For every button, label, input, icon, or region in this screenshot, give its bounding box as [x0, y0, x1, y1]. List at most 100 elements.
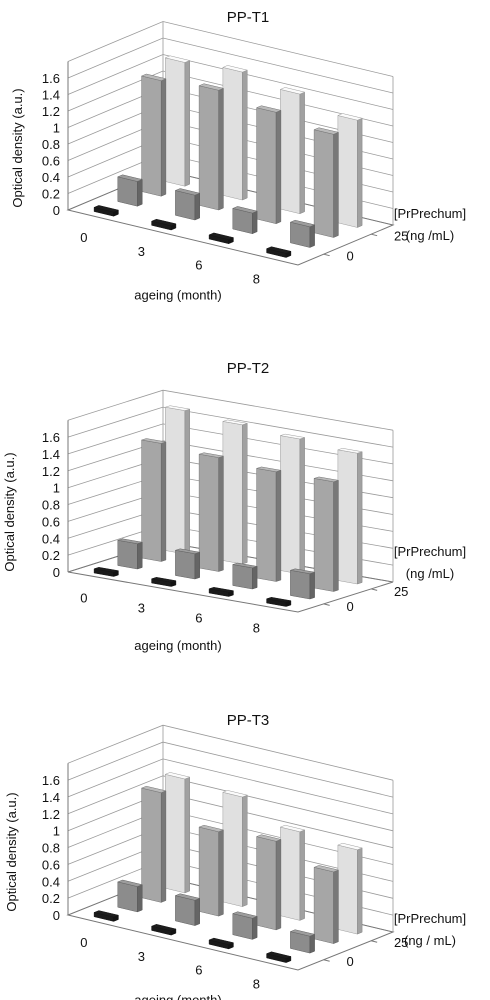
bar-top: [265, 951, 292, 959]
z-axis-label-line2: (ng / mL): [404, 933, 456, 948]
bar-side: [184, 776, 190, 894]
bar-0-s4: [164, 55, 191, 187]
bar-front: [175, 550, 196, 580]
bar-side: [275, 109, 282, 225]
bar-top: [265, 246, 292, 254]
bar-top: [141, 438, 166, 444]
bar-front: [222, 67, 243, 201]
bar-side: [242, 69, 248, 201]
bar-front: [290, 570, 311, 600]
bar-side: [275, 839, 282, 931]
bar-3-s4: [222, 790, 249, 907]
y-tick-label: 0.8: [42, 137, 60, 152]
bars: [93, 405, 363, 607]
bar-top: [255, 105, 282, 113]
bar-6-s4: [279, 87, 306, 215]
x-axis-label: ageing (month): [134, 992, 221, 1000]
bar-top: [279, 87, 306, 95]
y-tick-label: 0.6: [42, 514, 60, 529]
bar-top: [174, 188, 201, 196]
bar-8-s2: [289, 219, 316, 248]
chart-panel-2: 0 0.2 0.4 0.60.8 1 1.2 1.4 1.6 0 3 6 8 0 25 PP-T2 Optic…: [2, 360, 466, 653]
bar-front: [280, 89, 301, 215]
bar-top: [94, 567, 119, 573]
bar-side: [137, 884, 143, 913]
bar-front: [232, 564, 253, 590]
bar-top: [231, 206, 258, 214]
bar-side: [160, 78, 167, 197]
bar-side: [184, 60, 190, 187]
chart-title: PP-T2: [227, 360, 270, 377]
bar-top: [313, 127, 340, 135]
bar-front: [165, 773, 186, 894]
bar-top: [337, 842, 363, 851]
bar-front: [141, 75, 162, 197]
bar-side: [333, 869, 339, 944]
bar-front: [117, 176, 138, 207]
y-tick-label: 1.2: [42, 104, 60, 119]
bar-0-s3: [140, 73, 167, 197]
x-tick-label: 0: [80, 935, 87, 950]
bar-6-s2: [231, 206, 258, 235]
bar-top: [337, 448, 363, 454]
bar-top: [151, 577, 176, 583]
bar-top: [93, 910, 120, 918]
bar-side: [218, 87, 224, 211]
bar-side: [218, 455, 224, 572]
y-tick-label: 1.6: [42, 71, 60, 86]
bar-0-s3: [140, 785, 167, 903]
y-tick-label: 1.4: [42, 790, 60, 805]
bar-side: [194, 898, 200, 926]
bar-top: [165, 405, 190, 411]
bar-top: [209, 587, 234, 593]
bar-3-s1: [151, 577, 177, 587]
bar-6-s4: [279, 824, 306, 921]
y-tick-label: 0.2: [42, 891, 60, 906]
bar-8-s3: [313, 127, 340, 238]
y-tick-label: 0: [53, 203, 60, 218]
bar-8-s4: [337, 448, 363, 585]
bar-side: [357, 451, 363, 585]
x-tick-label: 3: [138, 601, 145, 616]
z-tick: [323, 603, 330, 606]
y-axis-label: Optical density (a.u.): [10, 88, 25, 207]
bar-side: [299, 829, 305, 921]
bar-6-s2: [231, 911, 258, 940]
y-tick-label: 0.4: [42, 170, 60, 185]
bar-6-s1: [208, 587, 234, 597]
z-axis-label-line2: (ng /mL): [406, 566, 454, 581]
bar-top: [222, 419, 248, 426]
bar-3-s2: [174, 188, 201, 221]
bar-top: [198, 824, 225, 833]
bar-front: [256, 836, 277, 931]
y-tick-label: 1.4: [42, 447, 60, 462]
bar-top: [231, 911, 258, 919]
y-tick-label: 0.6: [42, 154, 60, 169]
bar-front: [256, 107, 277, 225]
y-tick-label: 0: [53, 565, 60, 580]
bar-top: [150, 218, 177, 227]
y-axis-label: Optical density (a.u.): [4, 792, 19, 911]
bar-0-s3: [141, 438, 167, 562]
bar-top: [280, 433, 305, 440]
bar-front: [337, 115, 358, 228]
bar-top: [117, 538, 143, 544]
bar-6-s1: [208, 937, 235, 950]
bar-front: [222, 791, 243, 907]
z-tick: [371, 233, 378, 237]
y-tick-label: 0.2: [42, 548, 60, 563]
z-tick: [371, 940, 378, 943]
bar-side: [357, 117, 363, 228]
bar-8-s2: [289, 929, 316, 954]
bar-side: [184, 408, 190, 555]
bar-0-s2: [116, 879, 144, 913]
bar-3-s4: [222, 419, 248, 565]
bar-side: [218, 829, 224, 917]
bar-side: [299, 437, 305, 575]
y-tick-label: 1: [53, 481, 60, 496]
bar-8-s3: [313, 865, 340, 944]
bar-front: [337, 449, 358, 585]
x-tick-label: 8: [253, 271, 260, 286]
bar-3-s3: [198, 824, 225, 917]
x-axis-label: ageing (month): [134, 638, 221, 653]
